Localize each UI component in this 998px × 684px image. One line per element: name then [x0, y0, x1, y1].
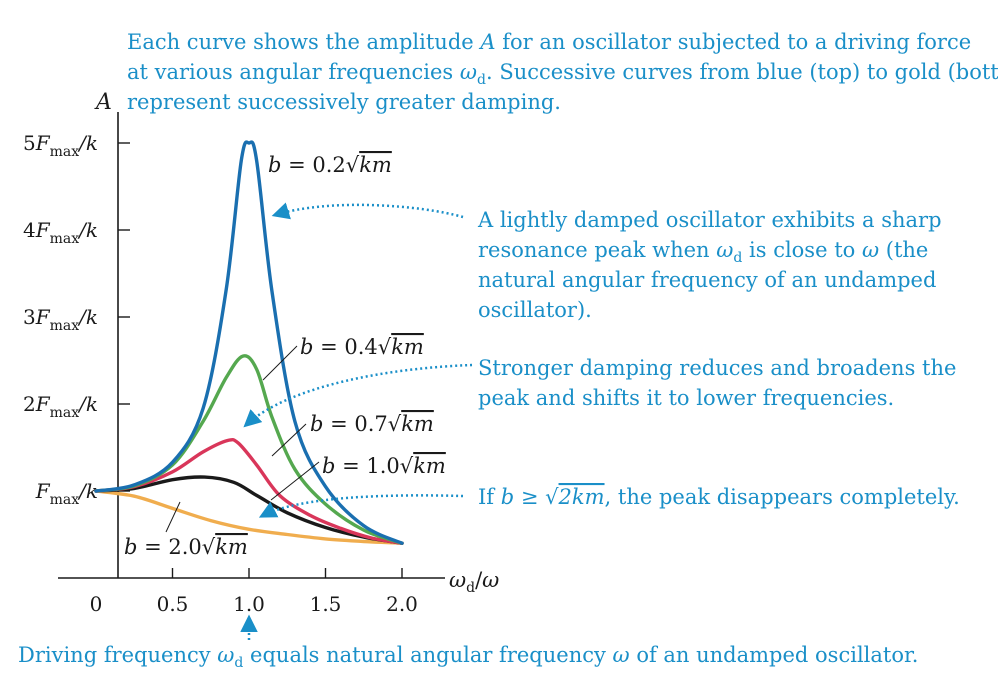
x-tick-label: 0.5: [157, 592, 189, 616]
arrow-no-peak: [258, 494, 464, 518]
leader-b-2.0: [165, 501, 181, 533]
label-b-0.4: b = 0.4√km: [300, 335, 424, 359]
curve-b-0.4: [94, 354, 404, 545]
curve-b-2.0: [94, 489, 404, 545]
x-tick-label: 1.5: [310, 592, 342, 616]
leader-b-0.4: [262, 345, 298, 381]
label-b-0.2: b = 0.2√km: [268, 153, 392, 177]
y-tick-label: 4Fmax/k: [23, 218, 98, 247]
y-tick-label: 2Fmax/k: [23, 392, 98, 421]
y-tick-label: Fmax/k: [35, 479, 98, 508]
curves: [94, 140, 404, 545]
y-ticks: Fmax/k 2Fmax/k 3Fmax/k 4Fmax/k 5Fmax/k: [23, 131, 130, 508]
x-ticks: 0 0.5 1.0 1.5 2.0: [90, 568, 418, 616]
arrow-sharp-peak: [271, 202, 464, 220]
x-tick-label: 0: [90, 592, 103, 616]
label-b-0.7: b = 0.7√km: [310, 412, 434, 436]
y-tick-label: 5Fmax/k: [23, 131, 98, 160]
label-b-1.0: b = 1.0√km: [322, 454, 446, 478]
annotation-no-peak: If b ≥ √2km, the peak disappears complet…: [478, 485, 960, 509]
caption-top: Each curve shows the amplitude A for an …: [127, 30, 998, 114]
annotation-sharp-peak: A lightly damped oscillator exhibits a s…: [477, 208, 948, 322]
curve-b-0.2: [94, 140, 404, 545]
arrow-damping: [243, 363, 473, 428]
annotation-damping: Stronger damping reduces and broadens th…: [478, 356, 963, 410]
x-axis-label: ωd/ω: [449, 568, 499, 596]
y-axis-label: A: [94, 90, 112, 115]
curve-b-0.7: [94, 437, 404, 545]
label-b-2.0: b = 2.0√km: [124, 535, 248, 559]
x-tick-label: 2.0: [386, 592, 418, 616]
caption-bottom: Driving frequency ωd equals natural angu…: [18, 643, 918, 671]
curve-b-1.0: [94, 475, 404, 545]
x-tick-label: 1.0: [233, 592, 265, 616]
leader-b-1.0: [270, 461, 320, 501]
leader-b-0.7: [271, 423, 307, 457]
y-tick-label: 3Fmax/k: [23, 305, 98, 334]
